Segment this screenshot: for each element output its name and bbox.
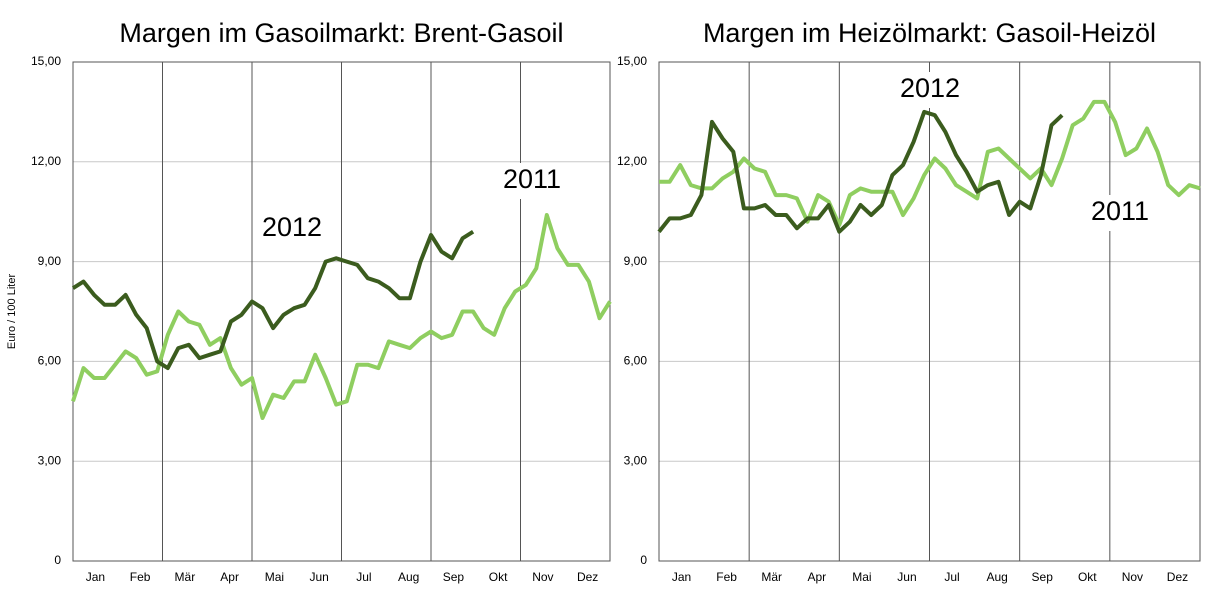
y-tick-label: 15,00 bbox=[31, 54, 61, 68]
chart-title: Margen im Heizölmarkt: Gasoil-Heizöl bbox=[703, 18, 1156, 48]
series-label: 2012 bbox=[262, 212, 322, 242]
x-tick-label: Jul bbox=[356, 570, 371, 584]
y-tick-label: 12,00 bbox=[617, 154, 647, 168]
x-tick-label: Jul bbox=[944, 570, 959, 584]
series-label-bg bbox=[892, 72, 968, 108]
x-tick-label: Jan bbox=[672, 570, 691, 584]
data-line bbox=[659, 99, 1201, 227]
y-tick-label: 3,00 bbox=[624, 453, 648, 467]
y-tick-label: 9,00 bbox=[38, 254, 62, 268]
chart-title: Margen im Gasoilmarkt: Brent-Gasoil bbox=[119, 18, 563, 48]
series-label: 2011 bbox=[1091, 196, 1149, 226]
y-tick-label: 6,00 bbox=[38, 354, 62, 368]
x-tick-label: Dez bbox=[577, 570, 598, 584]
x-tick-label: Okt bbox=[489, 570, 508, 584]
y-tick-label: 3,00 bbox=[38, 453, 62, 467]
x-tick-label: Sep bbox=[1032, 570, 1054, 584]
x-tick-label: Aug bbox=[986, 570, 1007, 584]
x-tick-label: Jun bbox=[309, 570, 328, 584]
y-tick-label: 12,00 bbox=[31, 154, 61, 168]
x-tick-label: Aug bbox=[398, 570, 419, 584]
y-axis-label: Euro / 100 Liter bbox=[6, 274, 18, 350]
series-label: 2012 bbox=[900, 73, 960, 103]
y-tick-label: 0 bbox=[54, 553, 61, 567]
data-line bbox=[657, 109, 1064, 234]
y-tick-label: 6,00 bbox=[624, 354, 648, 368]
x-tick-label: Sep bbox=[443, 570, 465, 584]
data-line bbox=[71, 213, 612, 420]
series-label-bg bbox=[1082, 195, 1158, 231]
x-tick-label: Nov bbox=[1122, 570, 1143, 584]
x-tick-label: Jan bbox=[86, 570, 105, 584]
plot-frame bbox=[72, 61, 611, 562]
x-tick-label: Mai bbox=[265, 570, 284, 584]
series-label-bg bbox=[494, 163, 570, 199]
y-tick-label: 9,00 bbox=[624, 254, 648, 268]
x-tick-label: Okt bbox=[1078, 570, 1097, 584]
x-tick-label: Feb bbox=[716, 570, 737, 584]
x-tick-label: Apr bbox=[807, 570, 826, 584]
series-label-bg bbox=[254, 211, 330, 247]
y-tick-label: 0 bbox=[640, 553, 647, 567]
y-tick-label: 15,00 bbox=[617, 54, 647, 68]
x-tick-label: Mär bbox=[175, 570, 196, 584]
x-tick-label: Mär bbox=[761, 570, 782, 584]
x-tick-label: Feb bbox=[130, 570, 151, 584]
x-tick-label: Mai bbox=[852, 570, 871, 584]
x-tick-label: Dez bbox=[1167, 570, 1188, 584]
x-tick-label: Apr bbox=[220, 570, 239, 584]
x-tick-label: Nov bbox=[532, 570, 553, 584]
plot-frame bbox=[658, 61, 1201, 562]
series-label: 2011 bbox=[503, 164, 561, 194]
x-tick-label: Jun bbox=[897, 570, 916, 584]
data-line bbox=[71, 230, 475, 371]
